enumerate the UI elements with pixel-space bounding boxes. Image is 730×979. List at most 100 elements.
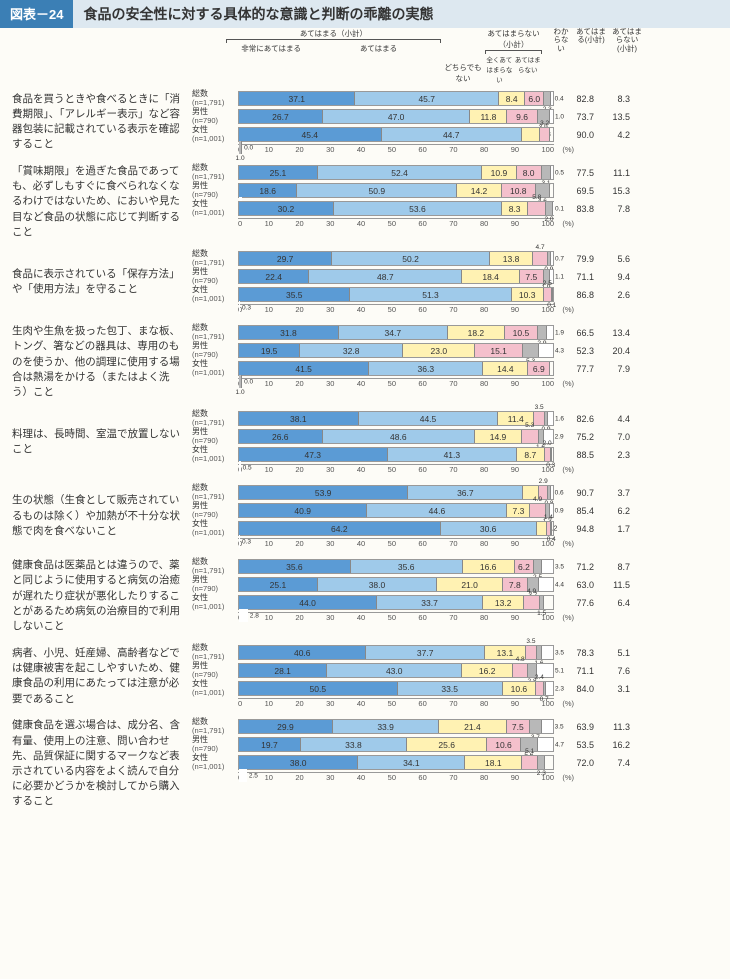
axis-tick: 70 <box>449 773 457 782</box>
axis-tick: 50 <box>388 773 396 782</box>
segment-value: 4.9 <box>533 496 542 503</box>
segment-value: 14.2 <box>471 186 488 196</box>
legend-row: あてはまる（小計） 非常にあてはまる あてはまる どちらでもない あてはまらない… <box>226 28 730 84</box>
summary-cols: 75.27.0 <box>564 432 630 442</box>
summary-cols: 83.87.8 <box>564 204 630 214</box>
segment-value: 45.7 <box>418 94 435 104</box>
bar-segment: 1.0 <box>239 375 242 388</box>
row-group-label: 総数(n=1,791) <box>192 410 238 428</box>
axis-tick: 10 <box>265 379 273 388</box>
question-text: 病者、小児、妊産婦、高齢者などでは健康被害を起こしやすいため、健康食品の利用にあ… <box>12 644 192 708</box>
summary-cols: 71.28.7 <box>564 562 630 572</box>
segment-value: 45.4 <box>301 130 318 140</box>
question-text: 「賞味期限」を過ぎた食品であっても、必ずしもすぐに食べられなくなるわけではないた… <box>12 164 192 240</box>
axis-tick: 20 <box>295 219 303 228</box>
axis-tick: 70 <box>449 613 457 622</box>
segment-value: 22.4 <box>265 272 282 282</box>
segment-value: 1.0 <box>236 389 245 396</box>
segment-value: 37.7 <box>417 648 434 658</box>
row-group-label: 男性(n=790) <box>192 342 238 360</box>
row-group-label: 総数(n=1,791) <box>192 558 238 576</box>
bar-segment: 4.7 <box>538 738 553 751</box>
segment-value: 44.6 <box>429 506 446 516</box>
bar-segment: 6.0 <box>525 92 544 105</box>
col-label-4: あてはまらない <box>514 54 542 84</box>
row-group-label: 女性(n=1,001) <box>192 446 238 464</box>
segment-value: 2.4 <box>535 674 544 681</box>
summary-value: 16.2 <box>600 740 630 750</box>
axis-tick: 0 <box>238 699 242 708</box>
axis-tick: 20 <box>295 699 303 708</box>
bar-segment: 26.6 <box>239 430 323 443</box>
summary-cols: 82.64.4 <box>564 414 630 424</box>
axis-tick: 60 <box>418 465 426 474</box>
row-group-label: 総数(n=1,791) <box>192 250 238 268</box>
axis-tick: 80 <box>480 145 488 154</box>
bar-segment: 18.1 <box>465 756 522 769</box>
bar-segment: 14.4 <box>483 362 528 375</box>
bar-segment: 48.7 <box>309 270 462 283</box>
row-group-label: 男性(n=790) <box>192 662 238 680</box>
axis-tick: 70 <box>449 305 457 314</box>
bar-segment: 18.6 <box>239 184 297 197</box>
summary-value: 72.0 <box>564 758 594 768</box>
axis-tick: 100 <box>541 773 554 782</box>
bar-segment: 45.7 <box>355 92 498 105</box>
axis-tick: 90 <box>511 613 519 622</box>
segment-value: 6.2 <box>518 562 530 572</box>
bar-segment: 10.6 <box>503 682 536 695</box>
axis-tick: 40 <box>357 145 365 154</box>
bar-segment: 0.6 <box>551 486 553 499</box>
axis-tick: 80 <box>480 539 488 548</box>
summary-value: 4.2 <box>600 130 630 140</box>
segment-value: 50.5 <box>310 684 327 694</box>
bar-segment: 34.1 <box>358 756 465 769</box>
axis-tick: 40 <box>357 379 365 388</box>
bar-segment: 7.5 <box>507 720 531 733</box>
stacked-bar: 31.834.718.210.52.91.9 <box>238 325 554 340</box>
data-row: 女性(n=1,001)44.033.713.24.91.52.877.66.4 <box>192 594 718 611</box>
segment-value: 0.3 <box>242 538 251 545</box>
segment-value: 8.7 <box>524 450 536 460</box>
summary-cols: 84.03.1 <box>564 684 630 694</box>
segment-value: 8.0 <box>523 168 535 178</box>
row-group-label: 男性(n=790) <box>192 108 238 126</box>
summary-value: 13.4 <box>600 328 630 338</box>
bar-segment: 8.4 <box>499 92 525 105</box>
axis-tick: 50 <box>388 145 396 154</box>
bar-segment: 25.6 <box>407 738 487 751</box>
bar-segment: 0.5 <box>239 461 241 474</box>
segment-value: 6.9 <box>533 364 545 374</box>
row-group-label: 女性(n=1,001) <box>192 360 238 378</box>
summary-cols: 82.88.3 <box>564 94 630 104</box>
bar-segment: 1.9 <box>547 326 553 339</box>
segment-value: 38.0 <box>369 580 386 590</box>
bar-segment: 13.8 <box>490 252 533 265</box>
bar-segment: 3.1 <box>542 166 552 179</box>
stacked-bar: 38.144.511.43.50.91.6 <box>238 411 554 426</box>
segment-value: 0.7 <box>555 255 564 262</box>
data-row: 総数(n=1,791)53.936.75.02.90.80.690.73.7 <box>192 484 718 501</box>
bar-segment: 40.9 <box>239 504 367 517</box>
segment-value: 18.4 <box>482 272 499 282</box>
axis-tick: 10 <box>265 305 273 314</box>
segment-value: 25.6 <box>438 740 455 750</box>
summary-cols: 77.66.4 <box>564 598 630 608</box>
bar-segment: 9.6 <box>507 110 537 123</box>
summary-value: 53.5 <box>564 740 594 750</box>
summary-cols: 88.52.3 <box>564 450 630 460</box>
summary-cols: 78.35.1 <box>564 648 630 658</box>
axis-tick: 30 <box>326 145 334 154</box>
stacked-bar: 38.034.118.15.12.32.5 <box>238 755 554 770</box>
bar-segment: 50.2 <box>332 252 490 265</box>
bar-segment: 1.5 <box>540 596 545 609</box>
summary-cols: 73.713.5 <box>564 112 630 122</box>
row-group-label: 男性(n=790) <box>192 576 238 594</box>
question-block: 食品に表示されている「保存方法」や「使用方法」を守ること総数(n=1,791)2… <box>12 250 718 314</box>
axis-tick: 40 <box>357 219 365 228</box>
bar-segment: 13.2 <box>483 596 524 609</box>
stacked-bar: 22.448.718.47.51.91.1 <box>238 269 554 284</box>
bar-segment: 0.3 <box>239 301 240 314</box>
summary-value: 8.7 <box>600 562 630 572</box>
stacked-bar: 28.143.016.24.82.85.1 <box>238 663 554 678</box>
